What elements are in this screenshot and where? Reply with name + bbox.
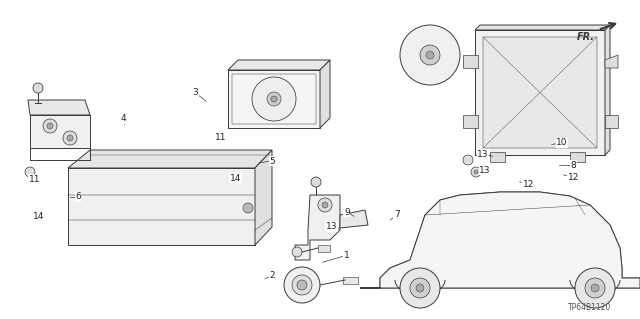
Circle shape [410,278,430,298]
Text: FR.: FR. [577,32,595,42]
Circle shape [284,267,320,303]
Circle shape [252,77,296,121]
Circle shape [591,284,599,292]
Polygon shape [605,115,618,128]
Polygon shape [255,150,272,245]
Circle shape [318,198,332,212]
Circle shape [292,275,312,295]
Circle shape [400,25,460,85]
Circle shape [426,51,434,59]
Polygon shape [318,245,330,252]
Polygon shape [463,115,478,128]
Circle shape [271,96,277,102]
Polygon shape [340,210,368,228]
Polygon shape [295,195,340,260]
Text: 11: 11 [215,133,227,142]
Polygon shape [228,60,330,70]
Circle shape [297,280,307,290]
Text: 13: 13 [479,166,491,174]
Circle shape [33,83,43,93]
Text: 5: 5 [269,157,275,166]
Polygon shape [30,115,90,148]
Polygon shape [570,152,585,162]
Circle shape [311,177,321,187]
Circle shape [243,203,253,213]
Polygon shape [360,192,640,288]
Text: 12: 12 [523,180,534,189]
Text: 14: 14 [33,212,44,221]
Circle shape [43,119,57,133]
Polygon shape [483,37,597,148]
Text: 2: 2 [270,271,275,280]
Circle shape [416,284,424,292]
Text: 6: 6 [76,192,81,201]
Text: TP64B1120: TP64B1120 [568,303,612,313]
Circle shape [322,202,328,208]
Text: 10: 10 [556,138,568,147]
Circle shape [471,167,481,177]
Polygon shape [605,55,618,68]
Polygon shape [343,277,358,284]
Circle shape [474,170,478,174]
Polygon shape [228,70,320,128]
Text: 1: 1 [344,251,349,260]
Circle shape [420,45,440,65]
Polygon shape [68,150,272,168]
Text: 3: 3 [193,88,198,97]
Circle shape [292,247,302,257]
Polygon shape [475,30,605,155]
Text: 4: 4 [121,114,126,123]
Text: 13: 13 [477,150,489,159]
Text: 12: 12 [568,173,579,182]
Text: 8: 8 [571,161,576,170]
Text: 13: 13 [326,222,337,231]
Circle shape [47,123,53,129]
Circle shape [463,155,473,165]
Text: 7: 7 [394,210,399,219]
Circle shape [585,278,605,298]
Polygon shape [68,168,255,245]
Polygon shape [320,60,330,128]
Circle shape [67,135,73,141]
Polygon shape [605,25,610,155]
Circle shape [63,131,77,145]
Circle shape [267,92,281,106]
Text: 11: 11 [29,175,40,184]
Circle shape [575,268,615,308]
Circle shape [25,167,35,177]
Polygon shape [475,25,610,30]
Circle shape [400,268,440,308]
Polygon shape [463,55,478,68]
Polygon shape [490,152,505,162]
Polygon shape [28,100,90,115]
Text: 14: 14 [230,174,241,182]
Text: 9: 9 [344,208,349,217]
